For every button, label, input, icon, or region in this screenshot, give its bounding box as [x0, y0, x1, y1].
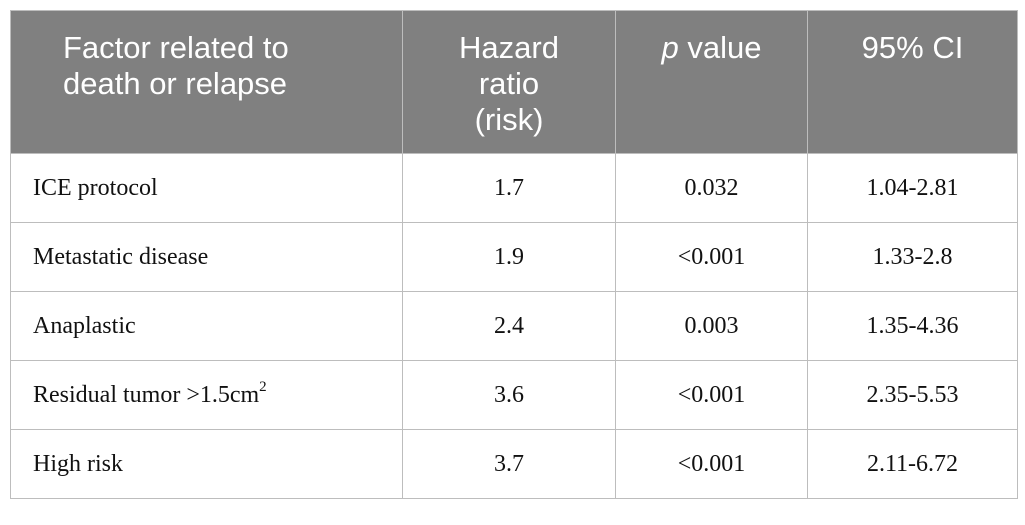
header-factor: Factor related to death or relapse [10, 10, 403, 154]
cell-p-value: <0.001 [615, 222, 808, 292]
factor-text: Anaplastic [33, 312, 136, 339]
cell-ci: 1.33-2.8 [807, 222, 1018, 292]
cell-p-value: 0.032 [615, 153, 808, 223]
cell-p-value: <0.001 [615, 429, 808, 499]
table-body: ICE protocol 1.7 0.032 1.04-2.81 Metasta… [10, 153, 1018, 499]
header-p-italic: p [661, 30, 679, 65]
factor-text: ICE protocol [33, 174, 158, 201]
cell-factor: Metastatic disease [10, 222, 403, 292]
header-hazard-line2: ratio [478, 66, 540, 101]
table-row: Anaplastic 2.4 0.003 1.35-4.36 [10, 291, 1018, 361]
cell-ci: 2.35-5.53 [807, 360, 1018, 430]
cell-hazard: 1.9 [402, 222, 616, 292]
header-factor-line2: death or relapse [63, 66, 288, 101]
factor-superscript: 2 [259, 378, 267, 395]
hazard-table-container: Factor related to death or relapse Hazar… [10, 10, 1018, 499]
header-ci-label: 95% CI [861, 30, 964, 65]
cell-p-value: 0.003 [615, 291, 808, 361]
cell-hazard: 3.7 [402, 429, 616, 499]
table-row: ICE protocol 1.7 0.032 1.04-2.81 [10, 153, 1018, 223]
cell-factor: High risk [10, 429, 403, 499]
cell-factor: Anaplastic [10, 291, 403, 361]
header-p-value: p value [615, 10, 808, 154]
cell-hazard: 2.4 [402, 291, 616, 361]
cell-factor: ICE protocol [10, 153, 403, 223]
factor-text: High risk [33, 450, 123, 477]
header-p-rest: value [678, 30, 762, 65]
header-ci: 95% CI [807, 10, 1018, 154]
cell-p-value: <0.001 [615, 360, 808, 430]
table-row: Metastatic disease 1.9 <0.001 1.33-2.8 [10, 222, 1018, 292]
header-row: Factor related to death or relapse Hazar… [10, 10, 1018, 154]
cell-hazard: 3.6 [402, 360, 616, 430]
header-hazard-line3: (risk) [474, 102, 544, 137]
cell-ci: 1.35-4.36 [807, 291, 1018, 361]
cell-ci: 1.04-2.81 [807, 153, 1018, 223]
cell-factor: Residual tumor >1.5cm2 [10, 360, 403, 430]
cell-hazard: 1.7 [402, 153, 616, 223]
header-factor-line1: Factor related to [63, 30, 289, 65]
header-hazard-line1: Hazard [459, 30, 559, 65]
table-row: High risk 3.7 <0.001 2.11-6.72 [10, 429, 1018, 499]
header-hazard-ratio: Hazard ratio (risk) [402, 10, 616, 154]
table-row: Residual tumor >1.5cm2 3.6 <0.001 2.35-5… [10, 360, 1018, 430]
factor-text: Metastatic disease [33, 243, 209, 270]
hazard-ratio-table: Factor related to death or relapse Hazar… [10, 10, 1018, 499]
cell-ci: 2.11-6.72 [807, 429, 1018, 499]
factor-text: Residual tumor >1.5cm [33, 381, 260, 408]
table-header: Factor related to death or relapse Hazar… [10, 10, 1018, 154]
